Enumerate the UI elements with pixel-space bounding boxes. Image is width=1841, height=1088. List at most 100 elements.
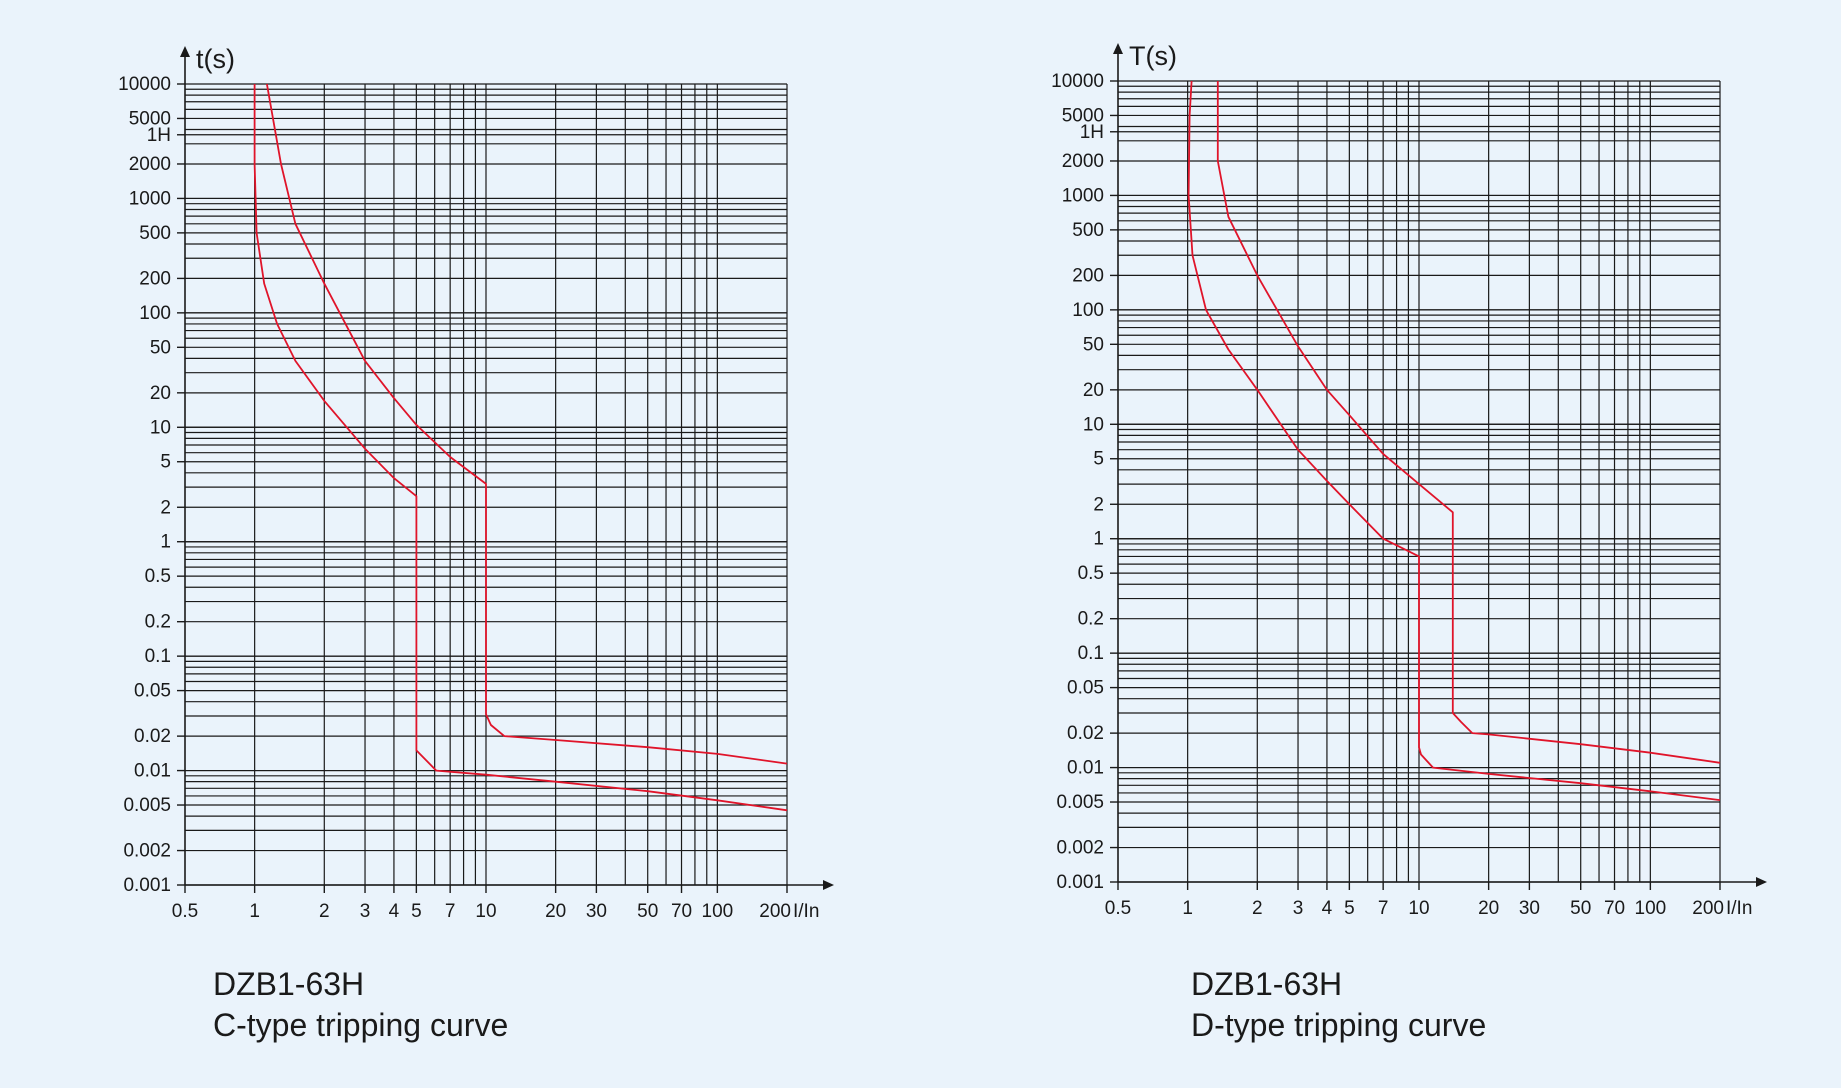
y-tick-label: 5000 [129, 108, 171, 129]
x-tick-label: 5 [1344, 898, 1355, 919]
y-tick-label: 0.01 [134, 761, 171, 782]
x-tick-label: 0.5 [1105, 898, 1131, 919]
y-tick-label: 0.5 [145, 566, 171, 587]
y-tick-label: 0.1 [145, 646, 171, 667]
x-tick-label: 100 [702, 901, 734, 922]
y-tick-label: 0.2 [1078, 609, 1104, 630]
y-tick-label: 1 [160, 532, 171, 553]
x-tick-label: 3 [1293, 898, 1304, 919]
y-tick-label: 0.002 [1056, 838, 1104, 859]
x-tick-label: 5 [411, 901, 422, 922]
caption-d-description: D-type tripping curve [1191, 1007, 1487, 1043]
y-tick-label: 10000 [1051, 71, 1104, 92]
y-tick-label: 2000 [129, 154, 171, 175]
y-tick-label: 100 [139, 303, 171, 324]
x-tick-label: 7 [445, 901, 456, 922]
curves [1187, 80, 1721, 801]
y-tick-label: 2 [1093, 494, 1104, 515]
x-tick-label: 20 [545, 901, 566, 922]
chart-c-type: 1000050001H200010005002001005020105210.5… [118, 44, 834, 922]
x-tick-label: 50 [1570, 898, 1591, 919]
y-tick-label: 2000 [1062, 151, 1104, 172]
y-tick-label: 1H [1080, 122, 1104, 143]
x-tick-label: 2 [319, 901, 330, 922]
axes [1113, 43, 1767, 887]
x-tick-label: 3 [360, 901, 371, 922]
y-tick-label: 0.05 [1067, 678, 1104, 699]
x-tick-label: 4 [1322, 898, 1333, 919]
y-tick-label: 20 [150, 383, 171, 404]
y-tick-label: 5000 [1062, 105, 1104, 126]
y-tick-label: 0.02 [1067, 723, 1104, 744]
x-tick-label: 70 [671, 901, 692, 922]
x-tick-label: 200 [759, 901, 791, 922]
x-axis-label: I/In [1726, 898, 1752, 919]
y-tick-label: 500 [139, 223, 171, 244]
y-tick-label: 1H [147, 125, 171, 146]
x-tick-label: 30 [1519, 898, 1540, 919]
tripping-curve-upper [266, 83, 788, 765]
y-tick-label: 500 [1072, 220, 1104, 241]
y-tick-label: 0.2 [145, 612, 171, 633]
curves [253, 83, 788, 812]
x-tick-label: 10 [475, 901, 496, 922]
x-tick-label: 7 [1378, 898, 1389, 919]
y-tick-label: 0.005 [123, 795, 171, 816]
x-tick-label: 70 [1604, 898, 1625, 919]
y-tick-label: 0.005 [1056, 792, 1104, 813]
y-tick-label: 0.5 [1078, 563, 1104, 584]
y-tick-label: 5 [1093, 449, 1104, 470]
y-tick-label: 0.002 [123, 841, 171, 862]
y-tick-label: 20 [1083, 380, 1104, 401]
y-tick-label: 10 [150, 417, 171, 438]
y-tick-label: 50 [1083, 334, 1104, 355]
x-tick-label: 200 [1692, 898, 1724, 919]
x-tick-label: 20 [1478, 898, 1499, 919]
y-tick-label: 10000 [118, 74, 171, 95]
x-tick-label: 0.5 [172, 901, 198, 922]
x-tick-label: 1 [1182, 898, 1193, 919]
y-tick-label: 0.001 [123, 875, 171, 896]
tripping-curve-lower [1187, 80, 1721, 801]
x-axis-arrow [823, 880, 834, 890]
caption-c-description: C-type tripping curve [213, 1007, 509, 1043]
y-axis-arrow [180, 46, 190, 57]
caption-d-type: DZB1-63H D-type tripping curve [1191, 964, 1486, 1046]
y-tick-label: 0.01 [1067, 758, 1104, 779]
y-tick-label: 0.02 [134, 726, 171, 747]
x-tick-label: 50 [637, 901, 658, 922]
y-tick-label: 5 [160, 452, 171, 473]
y-axis-label: t(s) [196, 44, 235, 74]
axes [180, 46, 834, 890]
y-axis-label: T(s) [1129, 41, 1177, 71]
y-tick-label: 10 [1083, 414, 1104, 435]
grid-vertical [254, 84, 788, 885]
x-axis-arrow [1756, 877, 1767, 887]
y-tick-label: 1000 [1062, 185, 1104, 206]
y-tick-label: 0.1 [1078, 643, 1104, 664]
tripping-curve-lower [253, 84, 788, 812]
x-tick-label: 4 [389, 901, 400, 922]
y-tick-label: 100 [1072, 300, 1104, 321]
x-axis-label: I/In [793, 901, 819, 922]
y-tick-label: 2 [160, 497, 171, 518]
caption-d-model: DZB1-63H [1191, 966, 1343, 1002]
y-axis-arrow [1113, 43, 1123, 54]
y-tick-label: 0.05 [134, 681, 171, 702]
y-tick-label: 200 [1072, 265, 1104, 286]
caption-c-model: DZB1-63H [213, 966, 365, 1002]
x-tick-label: 1 [249, 901, 260, 922]
x-tick-label: 30 [586, 901, 607, 922]
y-tick-label: 50 [150, 337, 171, 358]
x-tick-label: 2 [1252, 898, 1263, 919]
tripping-curve-upper [1216, 81, 1721, 764]
y-tick-label: 200 [139, 268, 171, 289]
x-tick-label: 100 [1635, 898, 1667, 919]
x-tick-labels: 0.5 1 2 3 4 5 7 10 20 30 50 70 100 200 [172, 885, 791, 922]
y-tick-label: 1000 [129, 188, 171, 209]
y-tick-label: 1 [1093, 529, 1104, 550]
